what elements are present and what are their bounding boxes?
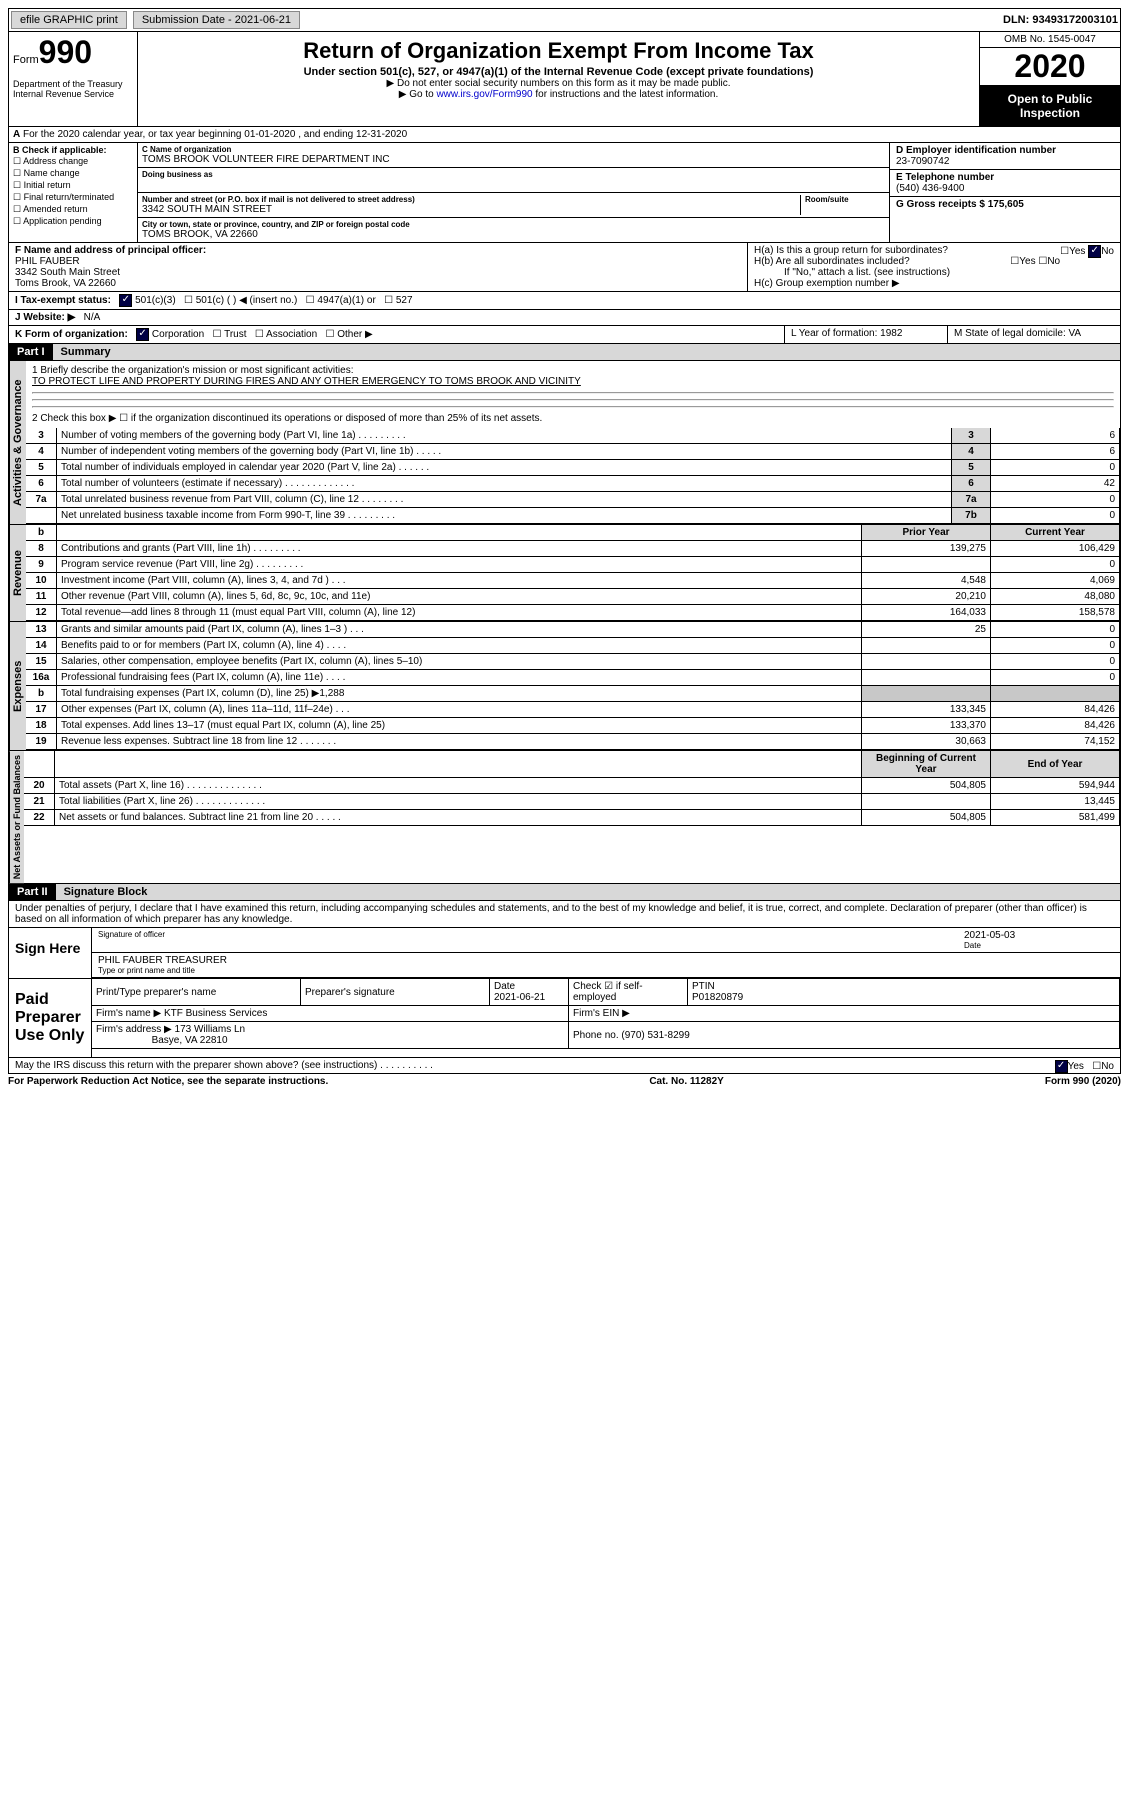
top-toolbar: efile GRAPHIC print Submission Date - 20…	[8, 8, 1121, 32]
vtab-governance: Activities & Governance	[9, 361, 26, 524]
sig-date: 2021-05-03	[964, 930, 1015, 941]
row-a-tax-year: A For the 2020 calendar year, or tax yea…	[8, 127, 1121, 143]
cb-irs-yes[interactable]: ✓	[1055, 1060, 1068, 1073]
section-bcd: B Check if applicable: ☐ Address change …	[8, 143, 1121, 243]
firm-phone: Phone no. (970) 531-8299	[569, 1022, 1120, 1049]
box-b: B Check if applicable: ☐ Address change …	[9, 143, 138, 242]
form-header: Form990 Department of the Treasury Inter…	[8, 32, 1121, 127]
expenses-block: Expenses 13Grants and similar amounts pa…	[8, 622, 1121, 751]
firm-addr1: 173 Williams Ln	[175, 1024, 246, 1035]
form-subtitle: Under section 501(c), 527, or 4947(a)(1)…	[142, 66, 975, 78]
org-name: TOMS BROOK VOLUNTEER FIRE DEPARTMENT INC	[142, 154, 390, 165]
open-inspection: Open to Public Inspection	[980, 86, 1120, 126]
telephone: (540) 436-9400	[896, 183, 964, 194]
omb-number: OMB No. 1545-0047	[980, 32, 1120, 48]
page-footer: For Paperwork Reduction Act Notice, see …	[8, 1074, 1121, 1087]
cb-ha-no[interactable]: ✓	[1088, 245, 1101, 258]
ein: 23-7090742	[896, 156, 949, 167]
dln-label: DLN: 93493172003101	[1003, 14, 1118, 26]
paid-preparer-block: Paid Preparer Use Only Print/Type prepar…	[8, 979, 1121, 1058]
row-j: J Website: ▶ N/A	[8, 310, 1121, 326]
website: N/A	[84, 312, 101, 323]
mission-text: TO PROTECT LIFE AND PROPERTY DURING FIRE…	[32, 376, 1114, 387]
form-label: Form	[13, 54, 39, 66]
irs-discuss-row: May the IRS discuss this return with the…	[8, 1058, 1121, 1074]
netassets-table: Beginning of Current YearEnd of Year20To…	[24, 751, 1120, 826]
tax-year: 2020	[980, 48, 1120, 86]
vtab-netassets: Net Assets or Fund Balances	[9, 751, 24, 883]
expenses-table: 13Grants and similar amounts paid (Part …	[26, 622, 1120, 750]
cb-name-change[interactable]: ☐ Name change	[13, 168, 133, 179]
officer-name: PHIL FAUBER	[15, 256, 80, 267]
cb-corporation[interactable]: ✓	[136, 328, 149, 341]
dept-label: Department of the Treasury Internal Reve…	[13, 79, 133, 99]
form-title: Return of Organization Exempt From Incom…	[142, 38, 975, 64]
row-i: I Tax-exempt status: ✓ 501(c)(3) ☐ 501(c…	[8, 292, 1121, 310]
cb-initial-return[interactable]: ☐ Initial return	[13, 180, 133, 191]
cb-application-pending[interactable]: ☐ Application pending	[13, 216, 133, 227]
cb-final-return[interactable]: ☐ Final return/terminated	[13, 192, 133, 203]
row-k: K Form of organization: ✓ Corporation ☐ …	[8, 326, 1121, 344]
netassets-block: Net Assets or Fund Balances Beginning of…	[8, 751, 1121, 884]
part2-header: Part II Signature Block	[8, 884, 1121, 901]
officer-name-title: PHIL FAUBER TREASURER	[98, 955, 227, 966]
governance-block: Activities & Governance 1 Briefly descri…	[8, 361, 1121, 525]
form-note1: ▶ Do not enter social security numbers o…	[142, 78, 975, 89]
part1-header: Part I Summary	[8, 344, 1121, 361]
efile-button[interactable]: efile GRAPHIC print	[11, 11, 127, 29]
vtab-expenses: Expenses	[9, 622, 26, 750]
firm-name: KTF Business Services	[164, 1008, 267, 1019]
declaration: Under penalties of perjury, I declare th…	[8, 901, 1121, 928]
irs-link[interactable]: www.irs.gov/Form990	[436, 89, 532, 100]
form-note2: ▶ Go to www.irs.gov/Form990 for instruct…	[142, 89, 975, 100]
box-f: F Name and address of principal officer:…	[9, 243, 747, 291]
box-d-e-g: D Employer identification number23-70907…	[889, 143, 1120, 242]
vtab-revenue: Revenue	[9, 525, 26, 621]
org-city: TOMS BROOK, VA 22660	[142, 229, 258, 240]
box-h: H(a) Is this a group return for subordin…	[747, 243, 1120, 291]
firm-addr2: Basye, VA 22810	[152, 1035, 228, 1046]
row-fh: F Name and address of principal officer:…	[8, 243, 1121, 292]
state-domicile: M State of legal domicile: VA	[947, 326, 1120, 343]
ptin: P01820879	[692, 992, 743, 1003]
gross-receipts: G Gross receipts $ 175,605	[896, 199, 1024, 210]
sign-here-block: Sign Here Signature of officer2021-05-03…	[8, 928, 1121, 979]
submission-date-button[interactable]: Submission Date - 2021-06-21	[133, 11, 300, 29]
cb-501c3[interactable]: ✓	[119, 294, 132, 307]
year-formation: L Year of formation: 1982	[784, 326, 947, 343]
governance-table: 3Number of voting members of the governi…	[26, 428, 1120, 524]
cb-amended-return[interactable]: ☐ Amended return	[13, 204, 133, 215]
form-number: 990	[39, 34, 92, 70]
preparer-date: 2021-06-21	[494, 992, 545, 1003]
box-c: C Name of organizationTOMS BROOK VOLUNTE…	[138, 143, 889, 242]
revenue-table: bPrior YearCurrent Year8Contributions an…	[26, 525, 1120, 621]
mission: 1 Briefly describe the organization's mi…	[26, 361, 1120, 428]
cb-address-change[interactable]: ☐ Address change	[13, 156, 133, 167]
revenue-block: Revenue bPrior YearCurrent Year8Contribu…	[8, 525, 1121, 622]
org-address: 3342 SOUTH MAIN STREET	[142, 204, 272, 215]
